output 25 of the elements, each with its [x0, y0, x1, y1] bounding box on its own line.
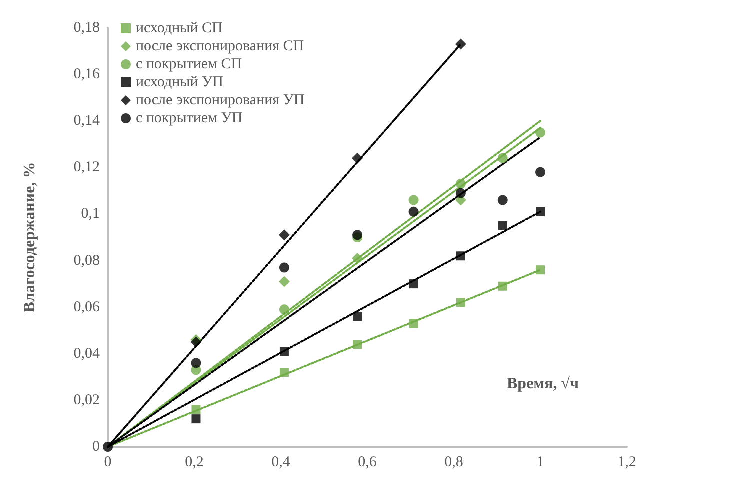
- y-tick-label: 0,1: [81, 206, 100, 222]
- y-tick-label: 0,08: [74, 252, 100, 269]
- legend-label: с покрытием УП: [136, 110, 243, 126]
- y-tick-label: 0,12: [74, 160, 100, 176]
- legend-label: исходный СП: [136, 20, 224, 36]
- x-tick-label: 0: [104, 454, 112, 470]
- y-tick-label: 0: [92, 439, 100, 455]
- x-axis-title: Время, √ч: [507, 376, 580, 392]
- legend-label: исходный УП: [136, 74, 224, 90]
- y-tick-label: 0,02: [74, 392, 100, 408]
- x-tick-label: 1: [536, 454, 544, 470]
- y-tick-label: 0,18: [74, 20, 100, 36]
- legend-label: после экспонирования СП: [136, 38, 304, 54]
- legend-label: после экспонирования УП: [136, 92, 305, 108]
- x-tick-label: 0,2: [185, 454, 204, 470]
- x-tick-label: 1,2: [618, 454, 636, 470]
- y-tick-label: 0,16: [74, 66, 100, 83]
- x-tick-label: 0,6: [358, 454, 378, 470]
- x-tick-label: 0,8: [444, 454, 464, 470]
- y-axis-title: Влагосодержание, %: [22, 162, 38, 313]
- x-tick-label: 0,4: [272, 454, 291, 470]
- legend-label: с покрытием СП: [136, 56, 242, 72]
- y-tick-label: 0,04: [74, 346, 100, 362]
- y-tick-label: 0,14: [74, 113, 100, 130]
- y-tick-label: 0,06: [74, 299, 100, 316]
